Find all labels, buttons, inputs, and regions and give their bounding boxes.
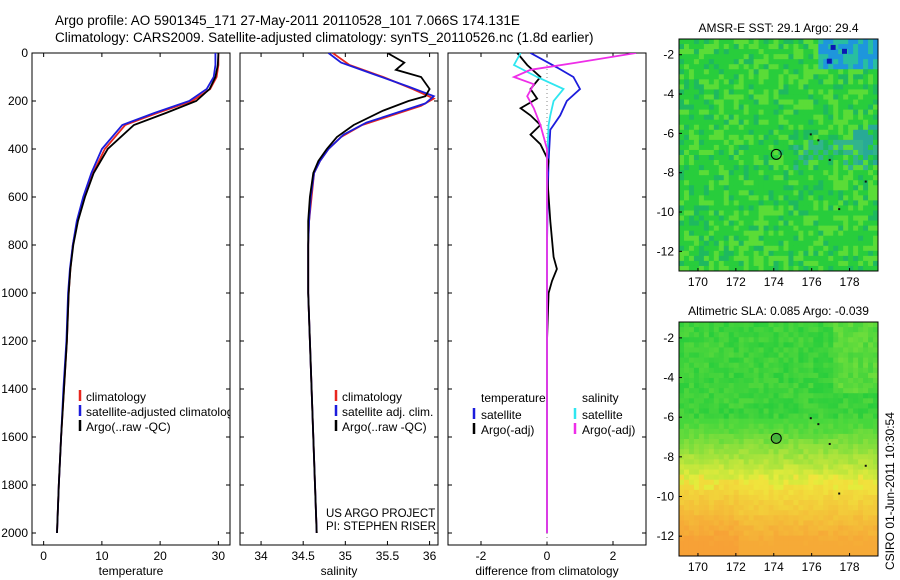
x-axis-label: temperature: [99, 564, 164, 578]
y-tick-label: -12: [657, 244, 675, 258]
y-tick-label: -6: [663, 126, 674, 140]
legend-entry: satellite adj. clim.: [342, 405, 433, 419]
island-speck: [809, 417, 812, 420]
y-tick-label: -2: [663, 48, 674, 62]
y-tick-label: 1600: [1, 430, 28, 444]
legend-entry: climatology: [342, 390, 402, 404]
profile-title: Argo profile: AO 5901345_171 27-May-2011…: [55, 13, 520, 28]
x-tick-label: 178: [840, 560, 860, 574]
x-tick-label: 170: [688, 560, 708, 574]
project-annotation: PI: STEPHEN RISER: [326, 521, 436, 533]
x-tick-label: 34.5: [292, 549, 316, 563]
x-tick-label: 174: [764, 560, 784, 574]
sla-map-cells: [679, 322, 879, 557]
y-tick-label: 2000: [1, 526, 28, 540]
island-speck: [828, 442, 831, 445]
x-tick-label: 176: [802, 275, 822, 289]
x-tick-label: 34: [254, 549, 268, 563]
y-tick-label: -10: [657, 205, 675, 219]
legend-group-title: temperature: [481, 391, 546, 405]
x-tick-label: 178: [840, 275, 860, 289]
legend-entry: Argo(-adj): [582, 423, 635, 437]
temperature-plot-frame: [31, 52, 231, 546]
temperature-panel: 0 10 20 30 0 200 400 600 800 1000 1200 1400 1600 1800…: [1, 46, 239, 578]
sst-map-title: AMSR-E SST: 29.1 Argo: 29.4: [698, 21, 858, 35]
series-argo-raw-qc: [307, 53, 431, 534]
x-tick-label: 35.5: [376, 549, 400, 563]
sst-map-cells: [679, 39, 879, 272]
x-tick-label: 174: [764, 275, 784, 289]
cold-pixel: [826, 58, 832, 64]
sla-map-panel: 170 172 174 176 178 -2 -4 -6 -8 -10 -12 Altimetric …: [657, 304, 879, 574]
cold-pixel: [830, 44, 836, 50]
island-speck: [864, 180, 867, 183]
x-tick-label: 0: [40, 549, 47, 563]
x-tick-label: 36: [423, 549, 437, 563]
x-tick-label: 0: [544, 549, 551, 563]
series-salinity-argo-adj: [511, 53, 637, 533]
project-annotation: US ARGO PROJECT: [326, 508, 435, 520]
legend-entry: satellite-adjusted climatology: [86, 405, 239, 419]
island-speck: [817, 423, 820, 426]
x-axis-label: difference from climatology: [475, 564, 618, 578]
legend-entry: climatology: [86, 390, 146, 404]
y-tick-label: 200: [8, 94, 28, 108]
salinity-panel: 34 34.5 35 35.5 36 salinity climatologysatelli…: [239, 52, 439, 578]
island-speck: [828, 158, 831, 161]
series-temperature-argo-adj: [516, 53, 558, 533]
argo-position-marker: [770, 148, 782, 160]
x-axis-label: salinity: [321, 564, 358, 578]
legend-entry: Argo(-adj): [481, 423, 534, 437]
y-tick-label: -6: [663, 410, 674, 424]
y-tick-label: 1000: [1, 286, 28, 300]
y-tick-label: -4: [663, 87, 674, 101]
island-speck: [817, 139, 820, 142]
y-tick-label: -4: [663, 371, 674, 385]
x-tick-label: -2: [476, 549, 487, 563]
credit-text: CSIRO 01-Jun-2011 10:30:54: [883, 412, 897, 570]
sst-map-panel: 170 172 174 176 178 -2 -4 -6 -8 -10 -12 AMSR-E SST:…: [657, 21, 879, 289]
x-tick-label: 10: [95, 549, 109, 563]
island-speck: [838, 492, 841, 495]
x-tick-label: 30: [212, 549, 226, 563]
x-tick-label: 20: [153, 549, 167, 563]
sst-map-frame: [678, 38, 879, 272]
x-tick-label: 2: [610, 549, 617, 563]
y-tick-label: 0: [21, 46, 28, 60]
legend-entry: Argo(..raw -QC): [342, 420, 427, 434]
climatology-subtitle: Climatology: CARS2009. Satellite-adjuste…: [55, 30, 594, 45]
y-tick-label: -10: [657, 490, 675, 504]
island-speck: [809, 133, 812, 136]
y-tick-label: 400: [8, 142, 28, 156]
x-tick-label: 172: [726, 560, 746, 574]
y-tick-label: -8: [663, 166, 674, 180]
y-tick-label: 1800: [1, 478, 28, 492]
argo-position-marker: [770, 432, 782, 444]
x-tick-label: 176: [802, 560, 822, 574]
island-speck: [864, 464, 867, 467]
series-argo-raw-qc: [56, 53, 220, 534]
sla-map-frame: [678, 321, 879, 557]
legend-group-title: salinity: [582, 391, 619, 405]
legend-entry: satellite: [481, 408, 522, 422]
legend-entry: satellite: [582, 408, 623, 422]
legend-entry: Argo(..raw -QC): [86, 420, 171, 434]
y-tick-label: -8: [663, 450, 674, 464]
y-tick-label: 1200: [1, 334, 28, 348]
y-tick-label: 600: [8, 190, 28, 204]
y-tick-label: 1400: [1, 382, 28, 396]
salinity-plot-frame: [239, 52, 439, 546]
x-tick-label: 35: [339, 549, 353, 563]
island-speck: [838, 208, 841, 211]
sla-map-title: Altimetric SLA: 0.085 Argo: -0.039: [688, 304, 869, 318]
x-tick-label: 170: [688, 275, 708, 289]
y-tick-label: -2: [663, 331, 674, 345]
y-tick-label: -12: [657, 529, 675, 543]
x-tick-label: 172: [726, 275, 746, 289]
cold-pixel: [841, 48, 847, 54]
y-tick-label: 800: [8, 238, 28, 252]
